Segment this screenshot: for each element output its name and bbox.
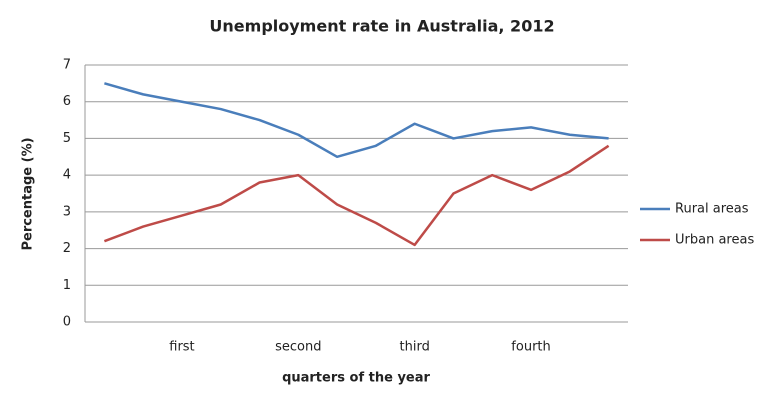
x-tick-label: first xyxy=(169,340,194,355)
x-axis-title: quarters of the year xyxy=(282,371,430,386)
y-tick-label: 1 xyxy=(63,278,71,293)
legend-label: Rural areas xyxy=(675,202,749,217)
x-tick-label: third xyxy=(400,340,430,355)
y-tick-label: 7 xyxy=(63,58,71,73)
y-tick-label: 5 xyxy=(63,131,71,146)
line-series xyxy=(104,82,609,159)
y-axis-title: Percentage (%) xyxy=(21,137,36,250)
line-series xyxy=(103,144,610,247)
y-tick-label: 3 xyxy=(63,204,71,219)
chart-title: Unemployment rate in Australia, 2012 xyxy=(209,17,554,36)
y-tick-label: 2 xyxy=(63,241,71,256)
y-tick-label: 0 xyxy=(63,315,71,330)
legend-label: Urban areas xyxy=(675,233,754,248)
y-tick-label: 6 xyxy=(63,94,71,109)
y-tick-label: 4 xyxy=(63,168,71,183)
x-tick-label: second xyxy=(275,340,321,355)
x-tick-label: fourth xyxy=(511,340,550,355)
